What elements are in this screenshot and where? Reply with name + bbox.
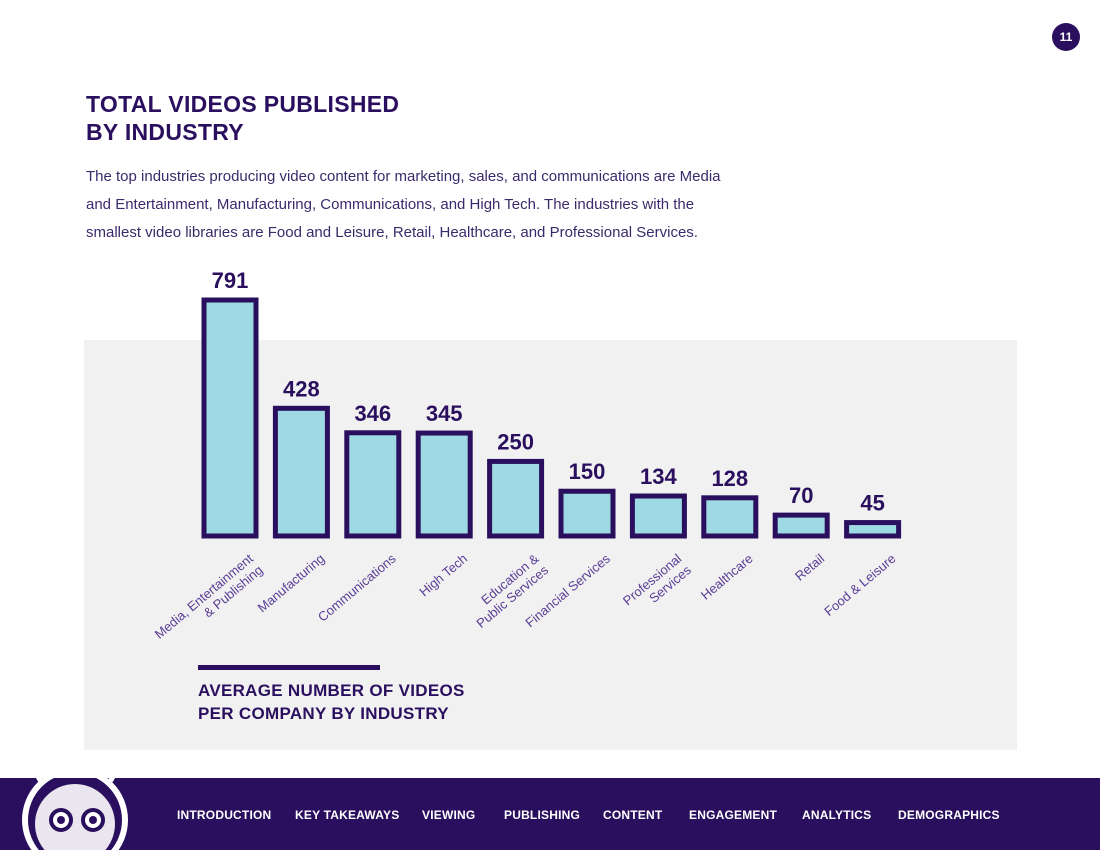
bar-food-leisure — [844, 520, 902, 539]
bar-professional-services — [629, 493, 687, 539]
value-label-financial-services: 150 — [569, 459, 606, 484]
category-label-line: Manufacturing — [255, 551, 328, 615]
category-label-line: Healthcare — [698, 551, 756, 603]
intro-line-2: and Entertainment, Manufacturing, Commun… — [86, 196, 695, 213]
value-label-manufacturing: 428 — [283, 376, 320, 401]
nav-item-introduction[interactable]: INTRODUCTION — [177, 808, 272, 822]
intro-line-3: smallest video libraries are Food and Le… — [86, 224, 698, 241]
value-label-media-entertainment-publishing: 791 — [212, 268, 249, 293]
category-label-retail: Retail — [792, 551, 827, 584]
bar-high-tech — [415, 430, 473, 539]
bar-healthcare — [701, 495, 759, 539]
bar-manufacturing — [272, 405, 330, 539]
category-label-line: Food & Leisure — [821, 551, 898, 619]
category-label-communications: Communications — [315, 550, 399, 624]
legend-caption-line-2: PER COMPANY BY INDUSTRY — [198, 704, 449, 723]
value-label-healthcare: 128 — [711, 466, 748, 491]
category-label-healthcare: Healthcare — [698, 551, 756, 603]
category-label-line: Communications — [315, 550, 399, 624]
bar-media-entertainment-publishing — [201, 297, 259, 539]
value-label-education-public-services: 250 — [497, 429, 534, 454]
value-label-communications: 346 — [354, 401, 391, 426]
nav-item-key-takeaways[interactable]: KEY TAKEAWAYS — [295, 808, 400, 822]
footer-nav-bar: INTRODUCTION KEY TAKEAWAYS VIEWING PUBLI… — [0, 778, 1100, 850]
category-label-line: Retail — [792, 551, 827, 584]
bar-communications — [344, 430, 402, 539]
nav-item-demographics[interactable]: DEMOGRAPHICS — [898, 808, 1000, 822]
page-title: TOTAL VIDEOS PUBLISHED BY INDUSTRY — [86, 90, 546, 146]
page-title-line-2: BY INDUSTRY — [86, 119, 244, 145]
category-label-food-leisure: Food & Leisure — [821, 551, 898, 619]
page-number-badge: 11 — [1052, 23, 1080, 51]
nav-item-engagement[interactable]: ENGAGEMENT — [689, 808, 778, 822]
robot-mascot-icon — [22, 778, 128, 850]
category-label-high-tech: High Tech — [416, 551, 470, 600]
nav-item-viewing[interactable]: VIEWING — [422, 808, 476, 822]
value-label-food-leisure: 45 — [860, 491, 884, 516]
value-label-professional-services: 134 — [640, 464, 677, 489]
bar-retail — [772, 512, 830, 539]
category-label-manufacturing: Manufacturing — [255, 551, 328, 615]
nav-item-content[interactable]: CONTENT — [603, 808, 663, 822]
category-label-line: High Tech — [416, 551, 470, 600]
category-label-media-entertainment-publishing: Media, Entertainment& Publishing — [152, 551, 266, 654]
bar-education-public-services — [487, 458, 545, 539]
intro-paragraph: The top industries producing video conte… — [86, 163, 766, 247]
page-title-line-1: TOTAL VIDEOS PUBLISHED — [86, 91, 400, 117]
footer-nav: INTRODUCTION KEY TAKEAWAYS VIEWING PUBLI… — [0, 778, 1100, 850]
legend-rule — [198, 665, 380, 670]
chart-legend-caption: AVERAGE NUMBER OF VIDEOS PER COMPANY BY … — [198, 679, 598, 725]
nav-item-publishing[interactable]: PUBLISHING — [504, 808, 581, 822]
category-label-professional-services: ProfessionalServices — [620, 550, 694, 619]
value-label-retail: 70 — [789, 483, 813, 508]
category-label-line: Media, Entertainment — [152, 551, 257, 642]
legend-caption-line-1: AVERAGE NUMBER OF VIDEOS — [198, 681, 465, 700]
nav-item-analytics[interactable]: ANALYTICS — [802, 808, 872, 822]
intro-line-1: The top industries producing video conte… — [86, 168, 721, 185]
value-label-high-tech: 345 — [426, 401, 463, 426]
bar-financial-services — [558, 488, 616, 539]
